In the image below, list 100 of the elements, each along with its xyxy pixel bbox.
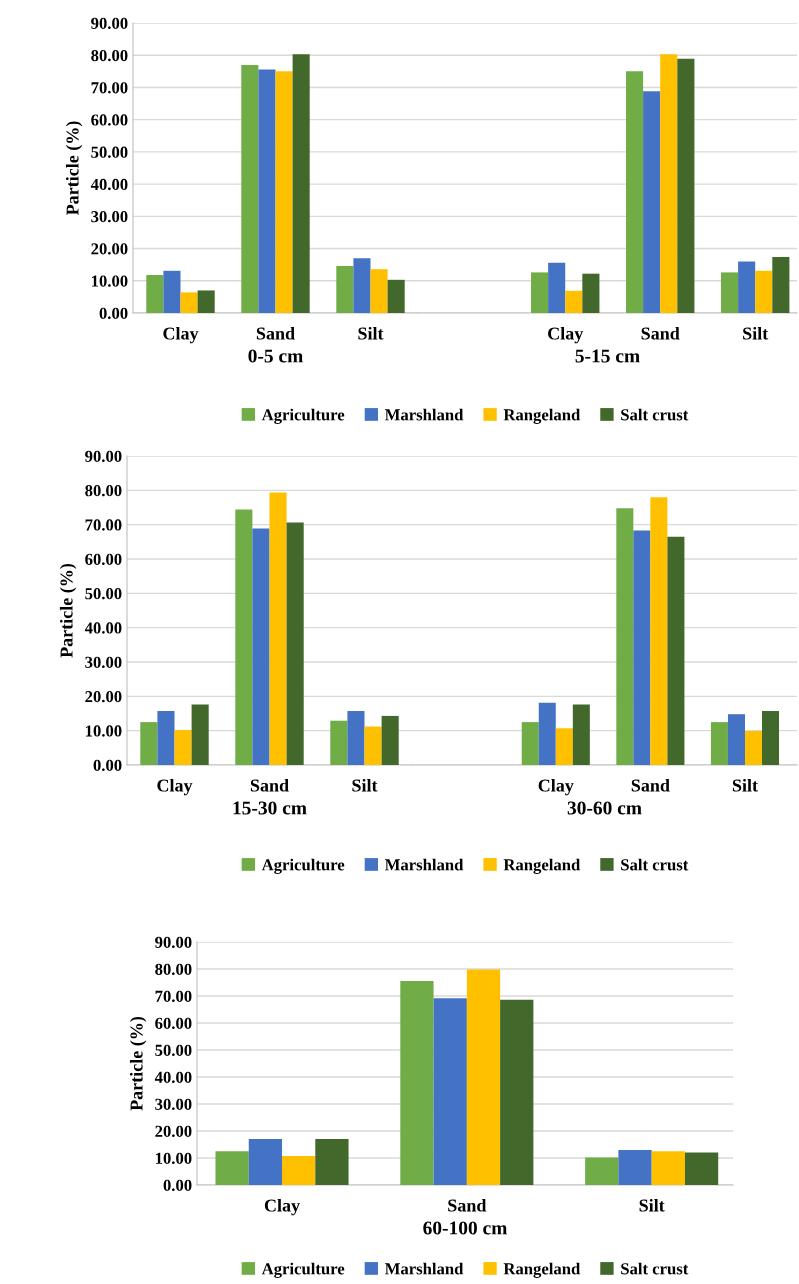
bar bbox=[650, 497, 668, 765]
y-tick-label: 70.00 bbox=[155, 990, 192, 1003]
y-tick-label: 30.00 bbox=[85, 656, 122, 669]
bar bbox=[336, 265, 354, 313]
y-tick-label: 60.00 bbox=[155, 1017, 192, 1030]
bar bbox=[191, 704, 209, 765]
bar bbox=[157, 711, 175, 765]
y-tick-label: 60.00 bbox=[91, 114, 128, 126]
bar bbox=[282, 1156, 316, 1185]
x-tick-label: Clay bbox=[264, 1198, 300, 1216]
x-axis-title: 0-5 cm bbox=[248, 349, 303, 363]
bar bbox=[241, 64, 259, 313]
y-axis-title: Particle (%) bbox=[65, 121, 83, 216]
bar bbox=[618, 1149, 652, 1185]
bar bbox=[651, 1151, 685, 1185]
x-axis-title: 30-60 cm bbox=[567, 801, 642, 815]
x-tick-label: Sand bbox=[631, 778, 670, 792]
y-tick-label: 30.00 bbox=[91, 211, 128, 223]
x-tick-label: Clay bbox=[157, 778, 193, 796]
bar bbox=[660, 54, 678, 313]
x-tick-label: Sand bbox=[641, 326, 680, 340]
bar bbox=[738, 261, 756, 313]
y-axis-title: Particle (%) bbox=[129, 1016, 147, 1111]
bar bbox=[180, 292, 198, 313]
legend-label: Rangeland bbox=[503, 408, 581, 424]
legend-label: Agriculture bbox=[261, 408, 345, 424]
bar bbox=[616, 508, 634, 765]
bar bbox=[582, 273, 600, 313]
bar bbox=[710, 722, 728, 765]
bar bbox=[762, 711, 780, 765]
bar bbox=[565, 290, 583, 313]
legend-label: Salt crust bbox=[621, 408, 689, 421]
x-axis-title: 60-100 cm bbox=[423, 1221, 508, 1235]
bar bbox=[286, 522, 304, 765]
y-tick-label: 20.00 bbox=[85, 691, 122, 703]
bar bbox=[248, 1139, 283, 1185]
x-tick-label: Silt bbox=[639, 1198, 665, 1212]
y-tick-label: 0.00 bbox=[163, 1179, 192, 1192]
y-tick-label: 80.00 bbox=[155, 963, 192, 976]
bar bbox=[364, 726, 382, 765]
x-tick-label: Clay bbox=[548, 326, 584, 344]
bar bbox=[258, 69, 276, 313]
y-tick-label: 90.00 bbox=[85, 450, 122, 463]
bar bbox=[555, 728, 573, 765]
bar bbox=[585, 1157, 619, 1185]
bar bbox=[721, 272, 739, 313]
legend-label: Marshland bbox=[384, 408, 464, 421]
bar bbox=[744, 731, 762, 765]
legend-label: Salt crust bbox=[621, 1262, 689, 1275]
legend-label: Salt crust bbox=[621, 858, 689, 871]
bar bbox=[755, 270, 773, 313]
y-tick-label: 60.00 bbox=[85, 553, 122, 566]
bar bbox=[235, 509, 253, 765]
bar bbox=[677, 58, 695, 313]
y-tick-label: 90.00 bbox=[91, 17, 128, 30]
x-tick-label: Clay bbox=[163, 326, 199, 344]
bar bbox=[538, 702, 556, 765]
y-tick-label: 70.00 bbox=[85, 519, 122, 531]
y-tick-label: 0.00 bbox=[93, 759, 122, 772]
bar bbox=[772, 256, 790, 313]
x-tick-label: Sand bbox=[250, 778, 289, 792]
x-tick-label: Sand bbox=[256, 326, 295, 340]
bar bbox=[330, 720, 348, 765]
bar bbox=[400, 980, 434, 1185]
bar bbox=[667, 536, 685, 765]
y-tick-label: 50.00 bbox=[91, 146, 128, 158]
bar bbox=[353, 258, 371, 313]
bar bbox=[643, 91, 661, 313]
x-tick-label: Silt bbox=[743, 326, 769, 340]
bar bbox=[174, 729, 192, 765]
y-tick-label: 20.00 bbox=[91, 243, 128, 255]
y-tick-label: 10.00 bbox=[85, 725, 122, 737]
bar bbox=[387, 279, 405, 313]
x-axis-title: 15-30 cm bbox=[233, 801, 307, 815]
legend-label: Agriculture bbox=[261, 858, 345, 874]
bar bbox=[163, 270, 181, 313]
y-tick-label: 30.00 bbox=[155, 1098, 192, 1111]
y-tick-label: 10.00 bbox=[91, 275, 128, 287]
bar bbox=[727, 714, 745, 765]
x-tick-label: Clay bbox=[538, 778, 574, 796]
y-tick-label: 0.00 bbox=[99, 307, 128, 320]
bar bbox=[215, 1151, 249, 1185]
bar bbox=[315, 1139, 349, 1185]
bar bbox=[626, 71, 644, 313]
legend-label: Marshland bbox=[384, 1262, 464, 1275]
legend-label: Agriculture bbox=[261, 1262, 345, 1278]
legend-label: Marshland bbox=[384, 858, 464, 871]
bar bbox=[381, 715, 399, 765]
bar bbox=[531, 272, 549, 313]
x-tick-label: Silt bbox=[352, 778, 378, 792]
bar bbox=[433, 998, 467, 1185]
y-tick-label: 40.00 bbox=[84, 622, 122, 634]
bar bbox=[548, 262, 566, 313]
y-tick-label: 80.00 bbox=[85, 485, 122, 497]
y-tick-label: 90.00 bbox=[155, 936, 192, 949]
legend-label: Rangeland bbox=[503, 1262, 581, 1278]
bar bbox=[140, 722, 158, 765]
bar bbox=[572, 704, 590, 765]
bar bbox=[146, 274, 164, 313]
bar bbox=[500, 999, 534, 1185]
